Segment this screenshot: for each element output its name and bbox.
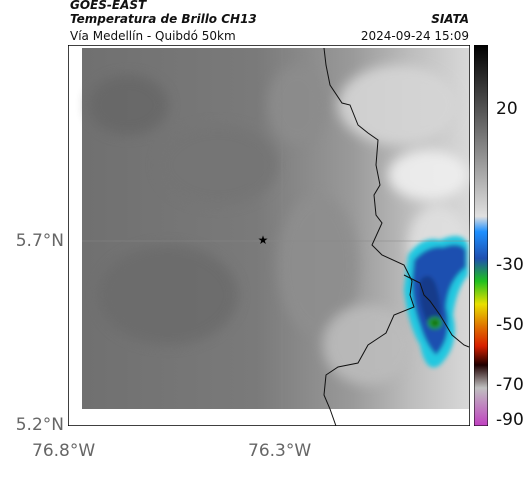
lat-tick-5.7: 5.7°N bbox=[15, 231, 64, 251]
organization-label: SIATA bbox=[431, 12, 469, 26]
admin-boundary bbox=[323, 47, 415, 426]
colorbar-tick-minus50: -50 bbox=[496, 315, 524, 335]
timestamp-label: 2024-09-24 15:09 bbox=[360, 29, 469, 43]
lat-tick-5.2: 5.2°N bbox=[15, 415, 64, 435]
admin-boundary-2 bbox=[403, 274, 470, 348]
route-subtitle: Vía Medellín - Quibdó 50km bbox=[70, 29, 236, 43]
lon-tick-76.8: 76.8°W bbox=[32, 441, 96, 461]
satellite-title: GOES-EAST bbox=[70, 0, 147, 12]
lon-tick-76.3: 76.3°W bbox=[248, 441, 312, 461]
station-star-marker: ★ bbox=[258, 233, 269, 247]
satellite-map: ★ bbox=[68, 45, 470, 426]
colorbar-tick-minus90: -90 bbox=[496, 410, 524, 430]
product-title: Temperatura de Brillo CH13 bbox=[70, 12, 257, 26]
colorbar-tick-20: 20 bbox=[496, 99, 518, 119]
colorbar bbox=[474, 45, 488, 426]
colorbar-tick-minus70: -70 bbox=[496, 375, 524, 395]
colorbar-tick-minus30: -30 bbox=[496, 255, 524, 275]
